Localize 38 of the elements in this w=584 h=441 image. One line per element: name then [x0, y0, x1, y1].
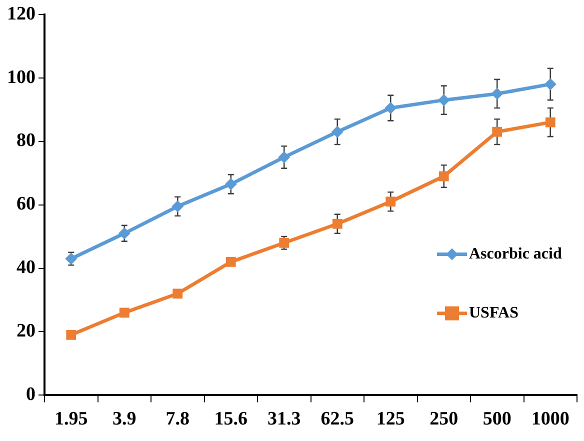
x-tick-label: 62.5 — [320, 408, 354, 430]
x-tick-label: 125 — [376, 408, 405, 430]
point — [226, 256, 236, 267]
point — [331, 126, 344, 138]
point — [492, 126, 502, 137]
point — [278, 151, 290, 164]
x-tick-label: 1.95 — [54, 408, 88, 430]
legend-label: Ascorbic acid — [469, 245, 562, 262]
point — [438, 171, 449, 182]
point — [172, 200, 184, 212]
y-tick-label: 60 — [16, 194, 36, 215]
point — [438, 94, 450, 106]
y-tick-label: 0 — [26, 384, 36, 406]
point — [118, 227, 130, 240]
x-tick-label: 500 — [482, 408, 512, 430]
point — [544, 78, 556, 90]
y-tick-label: 40 — [16, 257, 36, 278]
point — [545, 117, 556, 128]
x-tick-label: 3.9 — [112, 408, 136, 430]
point — [332, 218, 342, 229]
x-tick-label: 31.3 — [268, 408, 301, 430]
point — [386, 196, 396, 207]
point — [66, 330, 76, 340]
y-tick-label: 20 — [16, 320, 36, 342]
point — [384, 102, 397, 114]
point — [119, 308, 130, 318]
point — [65, 252, 78, 265]
y-tick-label: 120 — [7, 3, 36, 24]
legend-label: USFAS — [469, 304, 519, 322]
y-tick-label: 100 — [7, 66, 36, 88]
y-tick-label: 80 — [16, 130, 36, 152]
point — [224, 178, 237, 190]
x-tick-label: 15.6 — [214, 408, 248, 430]
x-tick-label: 7.8 — [166, 408, 190, 430]
x-tick-label: 250 — [430, 408, 458, 430]
x-tick-label: 1000 — [531, 408, 570, 430]
point — [491, 88, 504, 100]
point — [172, 288, 183, 299]
